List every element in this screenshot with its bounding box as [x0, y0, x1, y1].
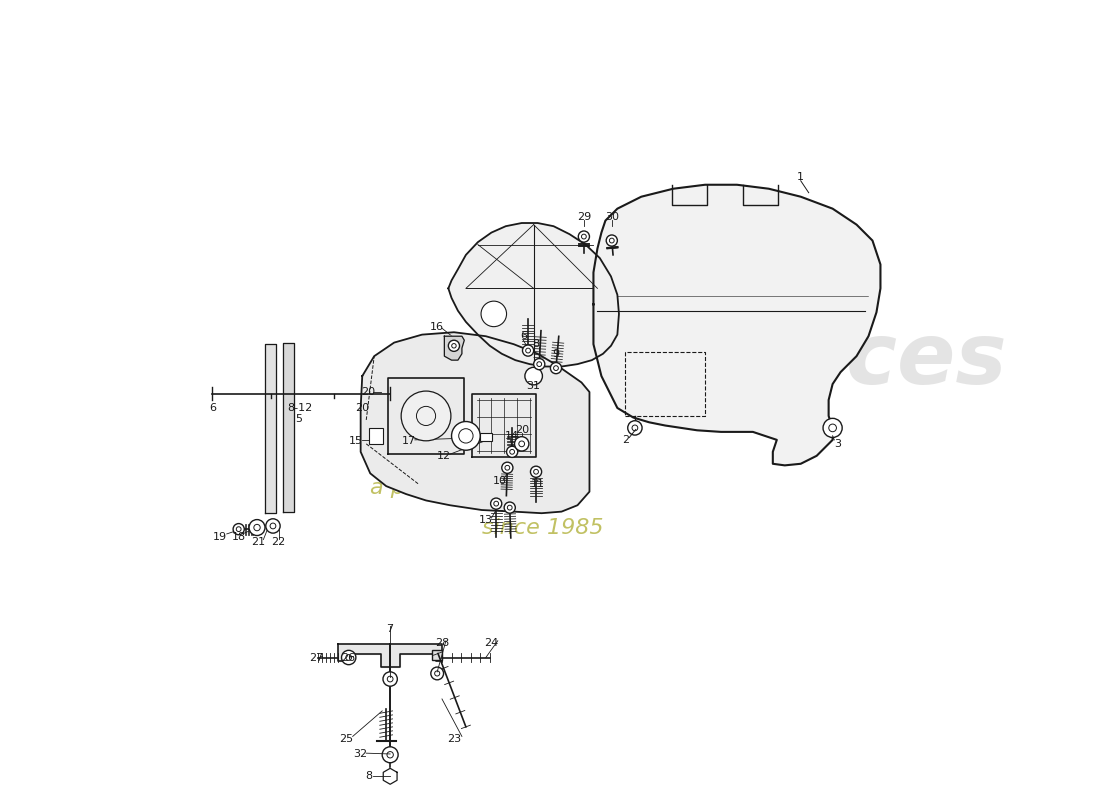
Text: 27: 27 — [309, 654, 323, 663]
Text: 7: 7 — [386, 624, 394, 634]
Circle shape — [494, 502, 498, 506]
Polygon shape — [283, 342, 294, 512]
Text: 19: 19 — [213, 532, 228, 542]
Text: 2: 2 — [621, 435, 629, 445]
Circle shape — [632, 425, 638, 430]
Circle shape — [387, 751, 394, 758]
Text: 22: 22 — [272, 537, 286, 547]
Circle shape — [506, 446, 518, 458]
Circle shape — [491, 498, 502, 510]
Circle shape — [459, 429, 473, 443]
Circle shape — [266, 518, 280, 533]
Circle shape — [553, 366, 559, 370]
Circle shape — [505, 466, 509, 470]
Text: 31: 31 — [527, 381, 541, 390]
Text: 16: 16 — [429, 322, 443, 332]
Text: 32: 32 — [353, 749, 367, 759]
Circle shape — [628, 421, 642, 435]
Circle shape — [609, 238, 614, 243]
Text: 29: 29 — [576, 212, 591, 222]
Circle shape — [582, 234, 586, 239]
Text: 8-12: 8-12 — [287, 403, 312, 413]
Circle shape — [537, 362, 541, 366]
Circle shape — [481, 301, 506, 326]
Circle shape — [526, 348, 530, 353]
Text: 20: 20 — [355, 403, 370, 413]
Text: since 1985: since 1985 — [482, 518, 603, 538]
Circle shape — [452, 343, 456, 348]
Circle shape — [449, 340, 460, 351]
Bar — [368, 428, 383, 444]
Circle shape — [504, 502, 515, 514]
Text: 12: 12 — [438, 451, 451, 461]
Circle shape — [502, 462, 513, 474]
Circle shape — [534, 358, 544, 370]
Text: 8: 8 — [532, 339, 540, 349]
Circle shape — [606, 235, 617, 246]
Circle shape — [579, 231, 590, 242]
Polygon shape — [593, 185, 880, 466]
Text: 30: 30 — [605, 212, 619, 222]
Polygon shape — [361, 332, 590, 514]
Circle shape — [507, 506, 513, 510]
Circle shape — [828, 424, 836, 432]
Circle shape — [383, 672, 397, 686]
Text: 11: 11 — [530, 478, 544, 489]
Circle shape — [249, 519, 265, 535]
Circle shape — [417, 406, 436, 426]
Polygon shape — [383, 768, 397, 784]
Circle shape — [341, 650, 356, 665]
Circle shape — [525, 367, 542, 385]
Text: 6: 6 — [520, 331, 527, 342]
Text: 3: 3 — [834, 439, 840, 449]
Polygon shape — [339, 644, 442, 666]
Text: 24: 24 — [484, 638, 498, 648]
Circle shape — [233, 523, 244, 534]
Text: 6: 6 — [209, 403, 216, 413]
Circle shape — [402, 391, 451, 441]
Circle shape — [509, 450, 515, 454]
Text: 25: 25 — [339, 734, 353, 744]
Circle shape — [550, 362, 562, 374]
Text: 21: 21 — [252, 537, 266, 547]
Text: 1: 1 — [798, 172, 804, 182]
Text: 8: 8 — [365, 771, 372, 782]
Text: 28: 28 — [434, 638, 449, 648]
Circle shape — [434, 671, 440, 676]
Circle shape — [451, 422, 481, 450]
Text: 13: 13 — [478, 514, 493, 525]
Bar — [432, 650, 442, 660]
Circle shape — [431, 667, 443, 680]
Polygon shape — [265, 344, 276, 514]
Circle shape — [271, 523, 276, 529]
Circle shape — [345, 654, 352, 660]
Polygon shape — [449, 223, 619, 366]
Circle shape — [382, 746, 398, 762]
Circle shape — [515, 437, 529, 451]
Text: euro: euro — [530, 271, 751, 354]
Text: 5: 5 — [295, 414, 302, 424]
Text: 20: 20 — [362, 387, 376, 397]
Circle shape — [823, 418, 843, 438]
Text: 10: 10 — [493, 476, 506, 486]
Polygon shape — [444, 336, 464, 360]
Circle shape — [387, 676, 393, 682]
Text: 20: 20 — [515, 426, 529, 435]
Text: a passion for parts: a passion for parts — [371, 478, 578, 498]
Text: 26: 26 — [341, 654, 355, 663]
Text: Speces: Speces — [666, 318, 1008, 402]
Circle shape — [522, 345, 534, 356]
Bar — [481, 434, 492, 442]
Circle shape — [236, 526, 241, 531]
Text: 15: 15 — [349, 437, 363, 446]
Text: 23: 23 — [447, 734, 461, 744]
Circle shape — [519, 441, 525, 446]
Circle shape — [254, 524, 261, 530]
Circle shape — [534, 470, 538, 474]
Text: 14: 14 — [505, 431, 519, 441]
Text: 18: 18 — [232, 532, 245, 542]
Circle shape — [530, 466, 541, 478]
Text: 9: 9 — [552, 349, 560, 358]
Text: 17: 17 — [402, 437, 416, 446]
